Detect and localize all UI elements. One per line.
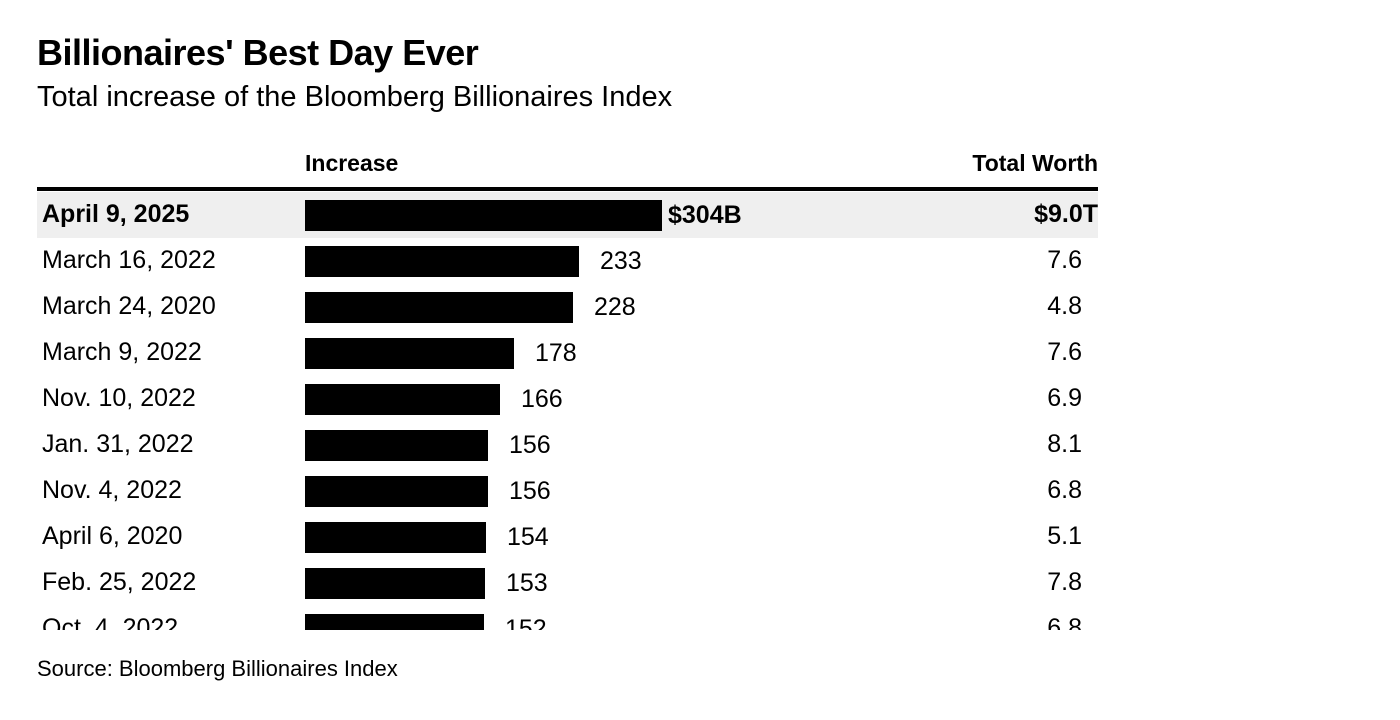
increase-value-label: 156 bbox=[509, 477, 551, 505]
increase-bar bbox=[305, 568, 485, 599]
row-date-label: April 6, 2020 bbox=[42, 522, 183, 550]
table-row: March 16, 2022 233 7.6 bbox=[37, 238, 1098, 284]
increase-bar bbox=[305, 200, 662, 231]
table-row: Nov. 4, 2022 156 6.8 bbox=[37, 468, 1098, 514]
row-date-label: April 9, 2025 bbox=[42, 200, 190, 228]
bar-table: April 9, 2025 $304B $9.0T March 16, 2022 233… bbox=[37, 192, 1098, 630]
total-worth-value: 4.8 bbox=[1047, 292, 1082, 320]
increase-bar bbox=[305, 614, 484, 630]
total-worth-value: 7.6 bbox=[1047, 246, 1082, 274]
row-date-label: Feb. 25, 2022 bbox=[42, 568, 197, 596]
header-rule bbox=[37, 187, 1098, 191]
total-worth-value: 6.8 bbox=[1047, 476, 1082, 504]
increase-value-label: 156 bbox=[509, 431, 551, 459]
total-worth-value: 6.8 bbox=[1047, 614, 1082, 630]
table-row: April 9, 2025 $304B $9.0T bbox=[37, 192, 1098, 238]
increase-value-label: 166 bbox=[521, 385, 563, 413]
total-worth-value: 6.9 bbox=[1047, 384, 1082, 412]
row-date-label: March 9, 2022 bbox=[42, 338, 202, 366]
row-date-label: March 24, 2020 bbox=[42, 292, 216, 320]
row-date-label: Jan. 31, 2022 bbox=[42, 430, 194, 458]
increase-bar bbox=[305, 338, 514, 369]
row-date-label: Nov. 4, 2022 bbox=[42, 476, 182, 504]
increase-bar bbox=[305, 246, 579, 277]
increase-bar bbox=[305, 476, 488, 507]
row-date-label: Oct. 4, 2022 bbox=[42, 614, 179, 630]
table-row: Feb. 25, 2022 153 7.8 bbox=[37, 560, 1098, 606]
increase-value-label: $304B bbox=[668, 201, 742, 229]
increase-bar bbox=[305, 522, 486, 553]
table-row: April 6, 2020 154 5.1 bbox=[37, 514, 1098, 560]
increase-bar bbox=[305, 384, 500, 415]
source-note: Source: Bloomberg Billionaires Index bbox=[37, 656, 398, 681]
total-worth-value: 7.8 bbox=[1047, 568, 1082, 596]
table-row: Nov. 10, 2022 166 6.9 bbox=[37, 376, 1098, 422]
increase-value-label: 228 bbox=[594, 293, 636, 321]
increase-value-label: 153 bbox=[506, 569, 548, 597]
increase-value-label: 152 bbox=[505, 615, 547, 630]
total-worth-column-header: Total Worth bbox=[972, 150, 1098, 176]
increase-bar bbox=[305, 430, 488, 461]
increase-value-label: 178 bbox=[535, 339, 577, 367]
increase-value-label: 154 bbox=[507, 523, 549, 551]
chart-title: Billionaires' Best Day Ever bbox=[37, 32, 479, 73]
row-date-label: Nov. 10, 2022 bbox=[42, 384, 196, 412]
table-row: March 9, 2022 178 7.6 bbox=[37, 330, 1098, 376]
row-date-label: March 16, 2022 bbox=[42, 246, 216, 274]
total-worth-value: 8.1 bbox=[1047, 430, 1082, 458]
table-row: March 24, 2020 228 4.8 bbox=[37, 284, 1098, 330]
total-worth-value: 7.6 bbox=[1047, 338, 1082, 366]
total-worth-value: $9.0T bbox=[1034, 200, 1098, 228]
increase-column-header: Increase bbox=[305, 150, 399, 176]
table-row: Jan. 31, 2022 156 8.1 bbox=[37, 422, 1098, 468]
table-row: Oct. 4, 2022 152 6.8 bbox=[37, 606, 1098, 630]
total-worth-value: 5.1 bbox=[1047, 522, 1082, 550]
chart-subtitle: Total increase of the Bloomberg Billiona… bbox=[37, 81, 673, 113]
increase-bar bbox=[305, 292, 573, 323]
increase-value-label: 233 bbox=[600, 247, 642, 275]
